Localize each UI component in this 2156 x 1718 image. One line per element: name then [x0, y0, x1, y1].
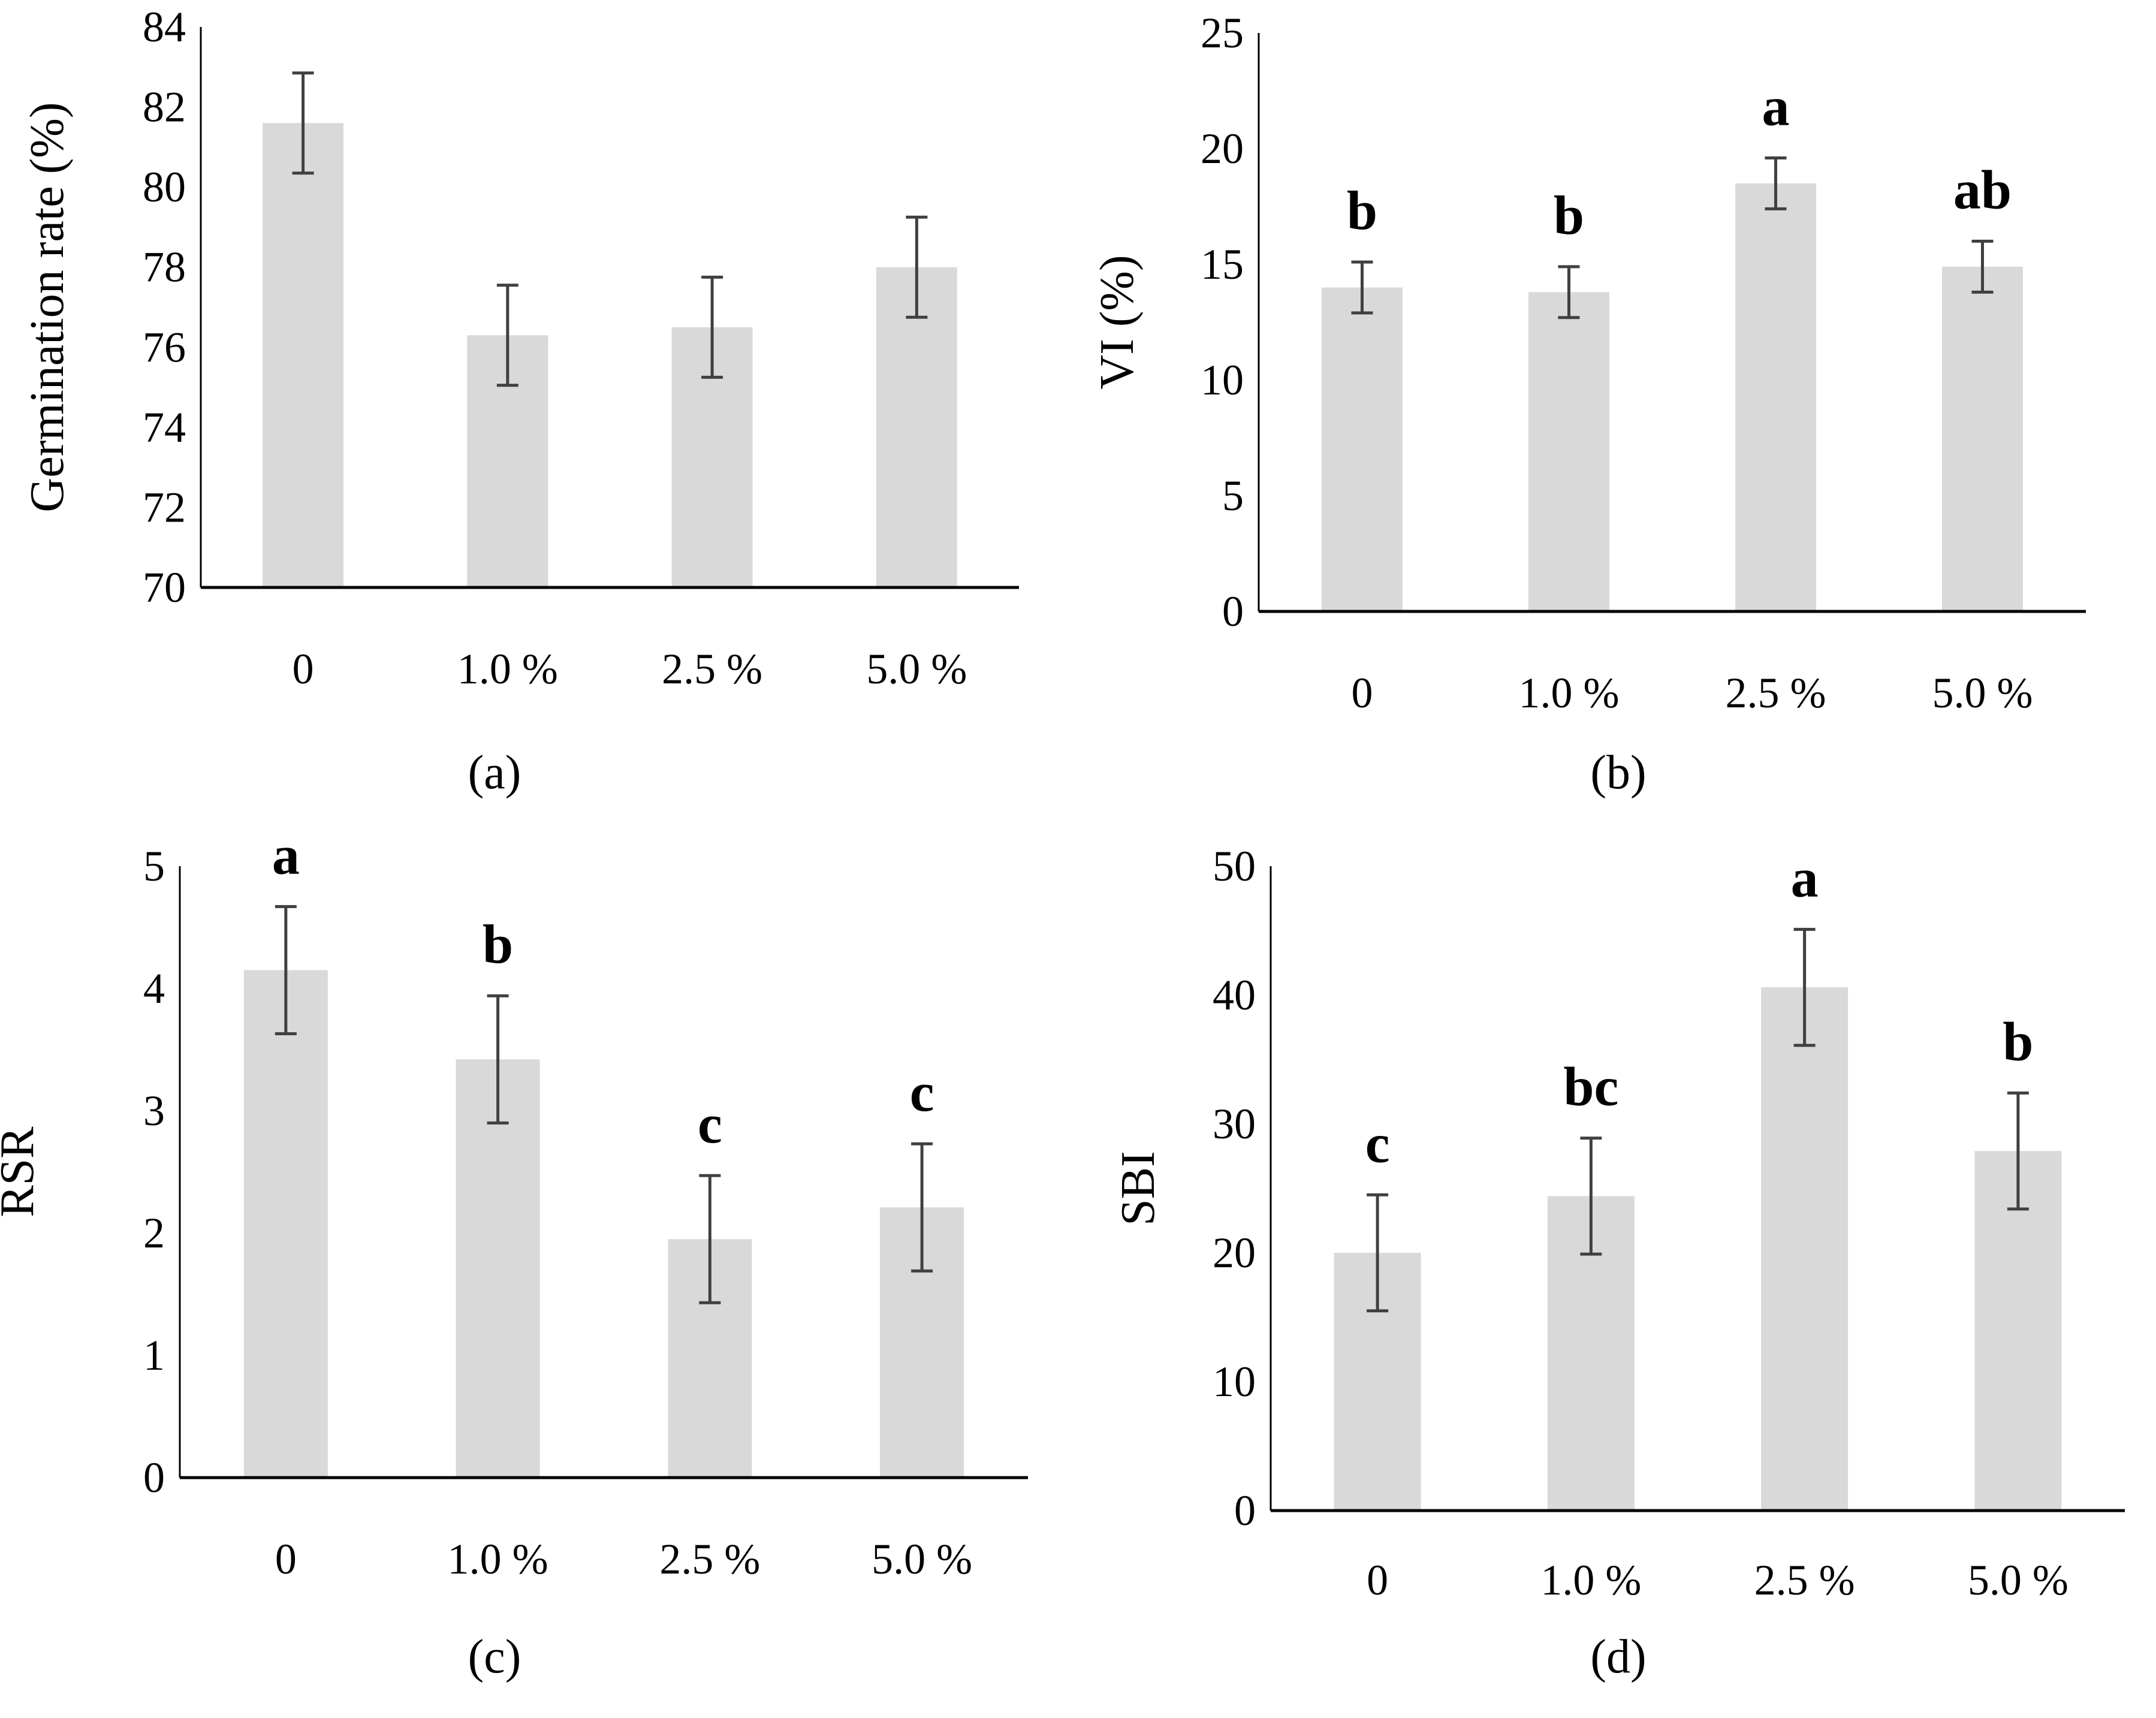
- y-tick-label: 20: [1213, 1229, 1256, 1277]
- bar: [1322, 287, 1403, 612]
- y-tick-label: 20: [1201, 125, 1244, 173]
- x-tick-label: 2.5 %: [1726, 669, 1826, 717]
- significance-letter: b: [483, 914, 513, 975]
- significance-letter: c: [698, 1093, 722, 1155]
- y-tick-label: 80: [143, 163, 186, 211]
- y-axis-title: VI (%): [1091, 255, 1144, 389]
- error-bar: [292, 71, 314, 175]
- panel-label: (a): [468, 746, 521, 799]
- y-tick-label: 74: [143, 403, 186, 451]
- bar: [1735, 183, 1816, 611]
- x-tick-label: 5.0 %: [872, 1535, 972, 1583]
- bar: [1974, 1151, 2062, 1511]
- error-bar: [275, 905, 297, 1035]
- y-tick-label: 5: [1222, 472, 1244, 520]
- y-tick-label: 0: [1234, 1487, 1256, 1535]
- panel-label: (b): [1590, 746, 1646, 799]
- significance-letter: ab: [1953, 159, 2012, 220]
- significance-letter: b: [1554, 185, 1584, 246]
- significance-letter: bc: [1563, 1056, 1618, 1117]
- y-tick-label: 4: [143, 965, 165, 1012]
- x-tick-label: 2.5 %: [659, 1535, 760, 1583]
- y-axis-title: Germination rate (%): [21, 102, 74, 512]
- y-tick-label: 82: [143, 83, 186, 131]
- error-bar: [1558, 265, 1580, 320]
- error-bar: [1367, 1193, 1389, 1313]
- bar: [243, 970, 328, 1478]
- y-tick-label: 15: [1201, 240, 1244, 288]
- x-tick-label: 1.0 %: [457, 645, 558, 693]
- x-tick-label: 5.0 %: [1968, 1556, 2068, 1604]
- chart-panel-d: 0 10 20 30 40 50 c 0 bc 1.0 % a 2.5 % b 5.0 % SBI (d): [1112, 842, 2125, 1683]
- y-tick-label: 84: [143, 3, 186, 51]
- x-tick-label: 5.0 %: [1932, 669, 2033, 717]
- x-tick-label: 2.5 %: [1754, 1556, 1855, 1604]
- x-tick-label: 0: [275, 1535, 297, 1583]
- y-tick-label: 10: [1201, 356, 1244, 404]
- x-tick-label: 2.5 %: [662, 645, 762, 693]
- bar: [263, 123, 344, 588]
- y-tick-label: 0: [143, 1454, 165, 1502]
- chart-panel-a: 70 72 74 76 78 80 82 84 0 1.0 % 2.5 % 5.0 % Germinat…: [21, 3, 1019, 799]
- y-tick-label: 1: [143, 1331, 165, 1379]
- chart-panel-c: 0 1 2 3 4 5 a 0 b 1.0 % c 2.5 % c 5.0 % RSR (c): [0, 824, 1028, 1683]
- significance-letter: b: [1347, 180, 1377, 241]
- bar: [1942, 266, 2023, 611]
- x-tick-label: 0: [293, 645, 314, 693]
- error-bar: [906, 215, 928, 319]
- error-bar: [1971, 239, 1994, 294]
- significance-letter: a: [272, 824, 300, 885]
- error-bar: [487, 994, 509, 1125]
- y-tick-label: 2: [143, 1209, 165, 1257]
- y-tick-label: 3: [143, 1087, 165, 1135]
- error-bar: [911, 1142, 933, 1273]
- x-tick-label: 1.0 %: [1540, 1556, 1641, 1604]
- y-tick-label: 76: [143, 323, 186, 371]
- error-bar: [699, 1174, 721, 1304]
- y-tick-label: 72: [143, 483, 186, 531]
- y-tick-label: 0: [1222, 587, 1244, 635]
- significance-letter: a: [1762, 76, 1790, 137]
- y-tick-label: 30: [1213, 1100, 1256, 1148]
- error-bar: [2007, 1091, 2029, 1211]
- y-tick-label: 70: [143, 563, 186, 611]
- y-tick-label: 50: [1213, 842, 1256, 890]
- error-bar: [701, 275, 723, 379]
- significance-letter: c: [910, 1062, 934, 1123]
- significance-letter: a: [1791, 847, 1819, 908]
- x-tick-label: 1.0 %: [448, 1535, 548, 1583]
- error-bar: [1765, 156, 1787, 210]
- y-tick-label: 25: [1201, 9, 1244, 57]
- y-tick-label: 10: [1213, 1358, 1256, 1406]
- bar: [456, 1059, 540, 1478]
- y-tick-label: 78: [143, 243, 186, 291]
- chart-panel-b: 0 5 10 15 20 25 b 0 b 1.0 % a 2.5 % ab 5.0 % VI (%) (b): [1091, 9, 2086, 799]
- bar: [1761, 987, 1849, 1511]
- x-tick-label: 1.0 %: [1519, 669, 1620, 717]
- significance-letter: b: [2003, 1011, 2033, 1072]
- x-tick-label: 0: [1352, 669, 1373, 717]
- significance-letter: c: [1365, 1113, 1390, 1174]
- error-bar: [1351, 260, 1373, 315]
- error-bar: [496, 284, 518, 387]
- bar: [876, 267, 957, 587]
- y-axis-title: SBI: [1112, 1151, 1165, 1226]
- bar: [1528, 292, 1609, 611]
- y-tick-label: 5: [143, 842, 165, 890]
- x-tick-label: 5.0 %: [866, 645, 967, 693]
- x-tick-label: 0: [1367, 1556, 1388, 1604]
- y-tick-label: 40: [1213, 971, 1256, 1019]
- y-axis-title: RSR: [0, 1126, 44, 1217]
- panel-label: (c): [468, 1630, 521, 1683]
- panel-label: (d): [1590, 1630, 1646, 1683]
- error-bar: [1793, 927, 1816, 1047]
- error-bar: [1580, 1137, 1602, 1256]
